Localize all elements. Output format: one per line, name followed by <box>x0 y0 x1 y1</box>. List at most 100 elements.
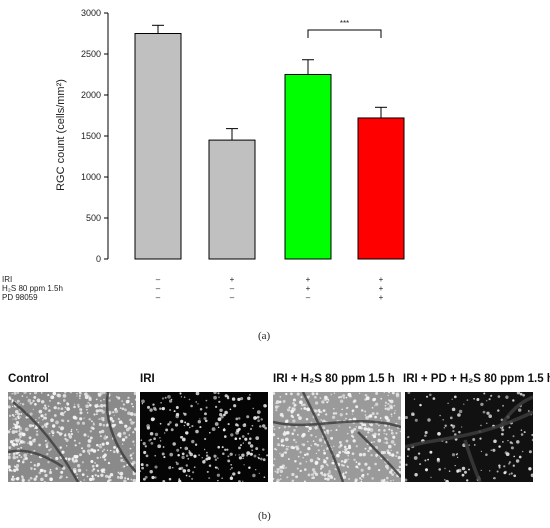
cell-dot <box>73 470 77 474</box>
cell-dot <box>361 423 365 427</box>
condition-sign: – <box>156 293 161 302</box>
cell-dot <box>15 430 18 433</box>
cell-dot <box>347 454 349 457</box>
cell-dot <box>311 468 316 472</box>
cell-dot <box>31 401 34 404</box>
cell-dot <box>397 455 401 460</box>
cell-dot <box>194 443 198 446</box>
cell-dot <box>480 424 482 427</box>
cell-dot <box>259 457 263 461</box>
cell-dot <box>255 468 257 471</box>
cell-dot <box>296 392 300 396</box>
cell-dot <box>101 455 106 459</box>
cell-dot <box>8 466 11 469</box>
cell-dot <box>121 407 125 411</box>
cell-dot <box>199 407 203 411</box>
cell-dot <box>88 453 91 455</box>
cell-dot <box>256 410 261 414</box>
cell-dot <box>20 440 24 444</box>
cell-dot <box>486 422 488 424</box>
vessel <box>12 401 80 482</box>
condition-sign: – <box>306 293 311 302</box>
cell-dot <box>306 453 309 456</box>
cell-dot <box>330 393 333 396</box>
cell-dot <box>182 412 185 414</box>
cell-dot <box>322 426 326 430</box>
cell-dot <box>390 431 394 435</box>
cell-dot <box>8 430 11 434</box>
cell-dot <box>40 414 44 418</box>
cell-dot <box>290 445 294 450</box>
cell-dot <box>57 407 60 410</box>
cell-dot <box>163 456 166 459</box>
cell-dot <box>242 480 244 482</box>
cell-dot <box>490 394 493 397</box>
cell-dot <box>279 469 284 474</box>
cell-dot <box>300 396 303 399</box>
cell-dot <box>44 481 46 482</box>
cell-dot <box>120 473 123 476</box>
cell-dot <box>94 462 96 464</box>
cell-dot <box>21 475 24 478</box>
cell-dot <box>237 417 241 420</box>
cell-dot <box>250 452 253 456</box>
cell-dot <box>8 405 11 409</box>
cell-dot <box>8 396 11 399</box>
cell-dot <box>160 402 162 404</box>
cell-dot <box>93 413 96 416</box>
cell-dot <box>398 465 401 469</box>
cell-dot <box>373 397 377 401</box>
cell-dot <box>333 392 336 394</box>
cell-dot <box>62 399 66 402</box>
cell-dot <box>8 446 12 450</box>
cell-dot <box>277 437 280 440</box>
cell-dot <box>230 433 234 437</box>
cell-dot <box>34 402 37 406</box>
cell-dot <box>363 427 368 431</box>
cell-dot <box>11 442 15 446</box>
cell-dot <box>501 432 504 436</box>
cell-dot <box>310 473 315 477</box>
cell-dot <box>414 472 418 477</box>
cell-dot <box>326 429 330 433</box>
cell-dot <box>169 465 171 468</box>
cell-dot <box>366 473 369 476</box>
cell-dot <box>47 394 50 397</box>
cell-dot <box>461 466 466 471</box>
cell-dot <box>15 451 19 455</box>
cell-dot <box>249 437 252 440</box>
cell-dot <box>385 433 388 436</box>
cell-dot <box>178 479 182 482</box>
cell-dot <box>50 429 54 434</box>
cell-dot <box>342 450 344 453</box>
cell-dot <box>32 399 35 403</box>
cell-dot <box>255 436 260 440</box>
cell-dot <box>362 476 365 479</box>
cell-dot <box>309 458 314 463</box>
cell-dot <box>502 441 504 443</box>
cell-dot <box>115 449 119 453</box>
cell-dot <box>317 413 320 416</box>
cell-dot <box>26 396 28 398</box>
cell-dot <box>320 411 323 414</box>
cell-dot <box>468 468 470 471</box>
cell-dot <box>87 443 91 448</box>
cell-dot <box>44 439 47 442</box>
cell-dot <box>406 455 409 458</box>
cell-dot <box>258 454 260 456</box>
cell-dot <box>122 443 124 445</box>
cell-dot <box>299 451 302 454</box>
cell-dot <box>363 423 367 426</box>
cell-dot <box>134 427 136 431</box>
cell-dot <box>374 405 376 407</box>
cell-dot <box>369 428 374 432</box>
cell-dot <box>323 458 326 461</box>
cell-dot <box>217 468 220 470</box>
cell-dot <box>130 402 133 405</box>
cell-dot <box>121 438 126 442</box>
cell-dot <box>353 399 357 403</box>
cell-dot <box>339 413 343 417</box>
cell-dot <box>9 440 14 444</box>
cell-dot <box>72 415 77 420</box>
cell-dot <box>231 397 236 401</box>
